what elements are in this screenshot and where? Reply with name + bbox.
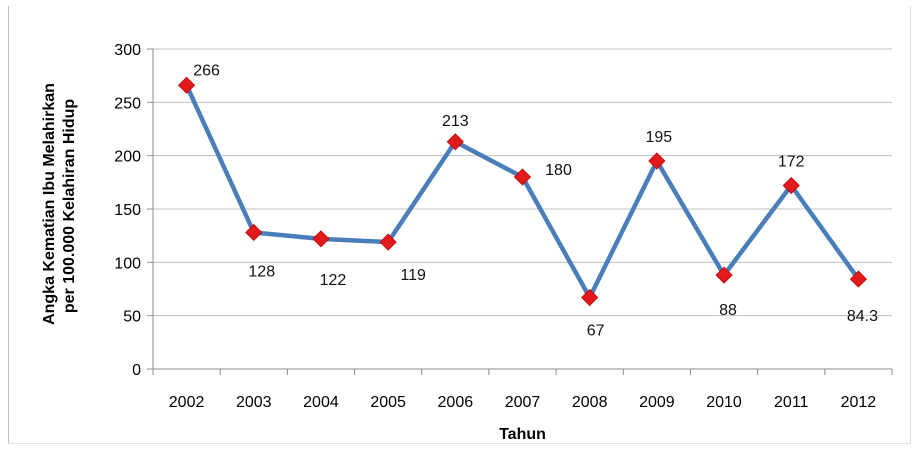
data-point-marker <box>715 266 733 284</box>
x-tick-label: 2012 <box>841 394 877 411</box>
x-tick-label: 2003 <box>236 394 272 411</box>
x-axis-title: Tahun <box>499 426 546 443</box>
x-tick-label: 2011 <box>774 394 809 411</box>
x-tick-label: 2010 <box>706 394 742 411</box>
data-label: 172 <box>778 154 805 171</box>
chart-frame <box>8 6 911 444</box>
data-point-marker <box>849 270 867 288</box>
data-point-marker <box>782 176 800 195</box>
y-tick-label: 150 <box>114 202 141 219</box>
y-tick-label: 100 <box>114 255 141 272</box>
x-tick-label: 2007 <box>505 394 541 411</box>
data-label: 266 <box>193 62 220 79</box>
data-point-marker <box>513 168 532 186</box>
data-point-marker <box>581 288 599 307</box>
y-tick-label: 300 <box>114 42 141 59</box>
x-tick-label: 2002 <box>169 394 205 411</box>
data-point-marker <box>245 223 263 242</box>
data-label: 128 <box>248 263 275 280</box>
x-tick-label: 2004 <box>303 394 339 411</box>
data-label: 67 <box>587 323 605 340</box>
y-tick-label: 50 <box>123 309 141 326</box>
data-label: 195 <box>646 129 673 146</box>
data-label: 180 <box>545 162 572 179</box>
x-tick-label: 2005 <box>370 394 406 411</box>
data-label: 122 <box>320 272 347 289</box>
data-label: 119 <box>400 267 426 284</box>
data-label: 88 <box>719 302 737 319</box>
x-tick-label: 2009 <box>639 394 675 411</box>
data-point-marker <box>312 230 330 248</box>
data-point-marker <box>379 233 397 251</box>
data-point-marker <box>648 152 666 170</box>
x-tick-label: 2006 <box>438 394 474 411</box>
data-label: 84.3 <box>847 308 878 325</box>
y-tick-label: 200 <box>114 149 141 166</box>
series-line <box>184 84 861 300</box>
y-axis-title-line-1: Angka Kematian Ibu Melahirkan <box>41 83 58 325</box>
data-label: 213 <box>442 113 469 130</box>
y-axis-title-line-2: per 100.000 Kelahiran Hidup <box>61 99 78 314</box>
y-tick-label: 250 <box>114 95 141 112</box>
data-point-marker <box>178 76 196 94</box>
y-tick-label: 0 <box>132 362 141 379</box>
data-point-marker <box>446 133 464 151</box>
x-tick-label: 2008 <box>572 394 608 411</box>
